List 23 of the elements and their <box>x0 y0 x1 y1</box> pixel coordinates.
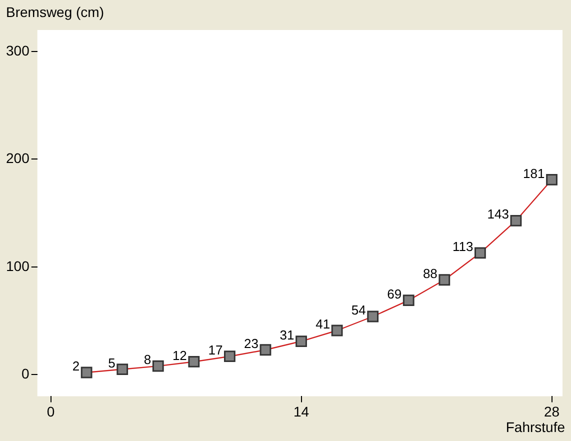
data-label: 54 <box>351 302 366 318</box>
data-label: 41 <box>316 316 330 332</box>
data-label: 143 <box>487 206 509 222</box>
data-label: 2 <box>72 358 80 374</box>
x-tick-label: 0 <box>46 403 55 420</box>
y-tick-label: 200 <box>6 150 30 166</box>
data-label: 181 <box>523 166 545 181</box>
y-tick-label: 0 <box>22 366 30 382</box>
data-label: 31 <box>280 327 294 342</box>
x-axis-title: Fahrstufe <box>506 419 565 435</box>
x-tick-label: 28 <box>544 403 560 420</box>
y-axis-title: Bremsweg (cm) <box>6 4 104 20</box>
data-label: 69 <box>387 286 402 302</box>
x-tick-label: 14 <box>293 403 310 420</box>
data-label: 8 <box>144 352 152 368</box>
data-label: 17 <box>208 342 223 358</box>
data-label: 23 <box>244 336 258 351</box>
data-label: 113 <box>452 239 474 254</box>
data-label: 12 <box>172 348 187 363</box>
y-tick-label: 300 <box>6 42 30 58</box>
data-label: 88 <box>422 266 438 281</box>
data-label: 5 <box>108 355 116 370</box>
y-tick-label: 100 <box>6 258 30 274</box>
